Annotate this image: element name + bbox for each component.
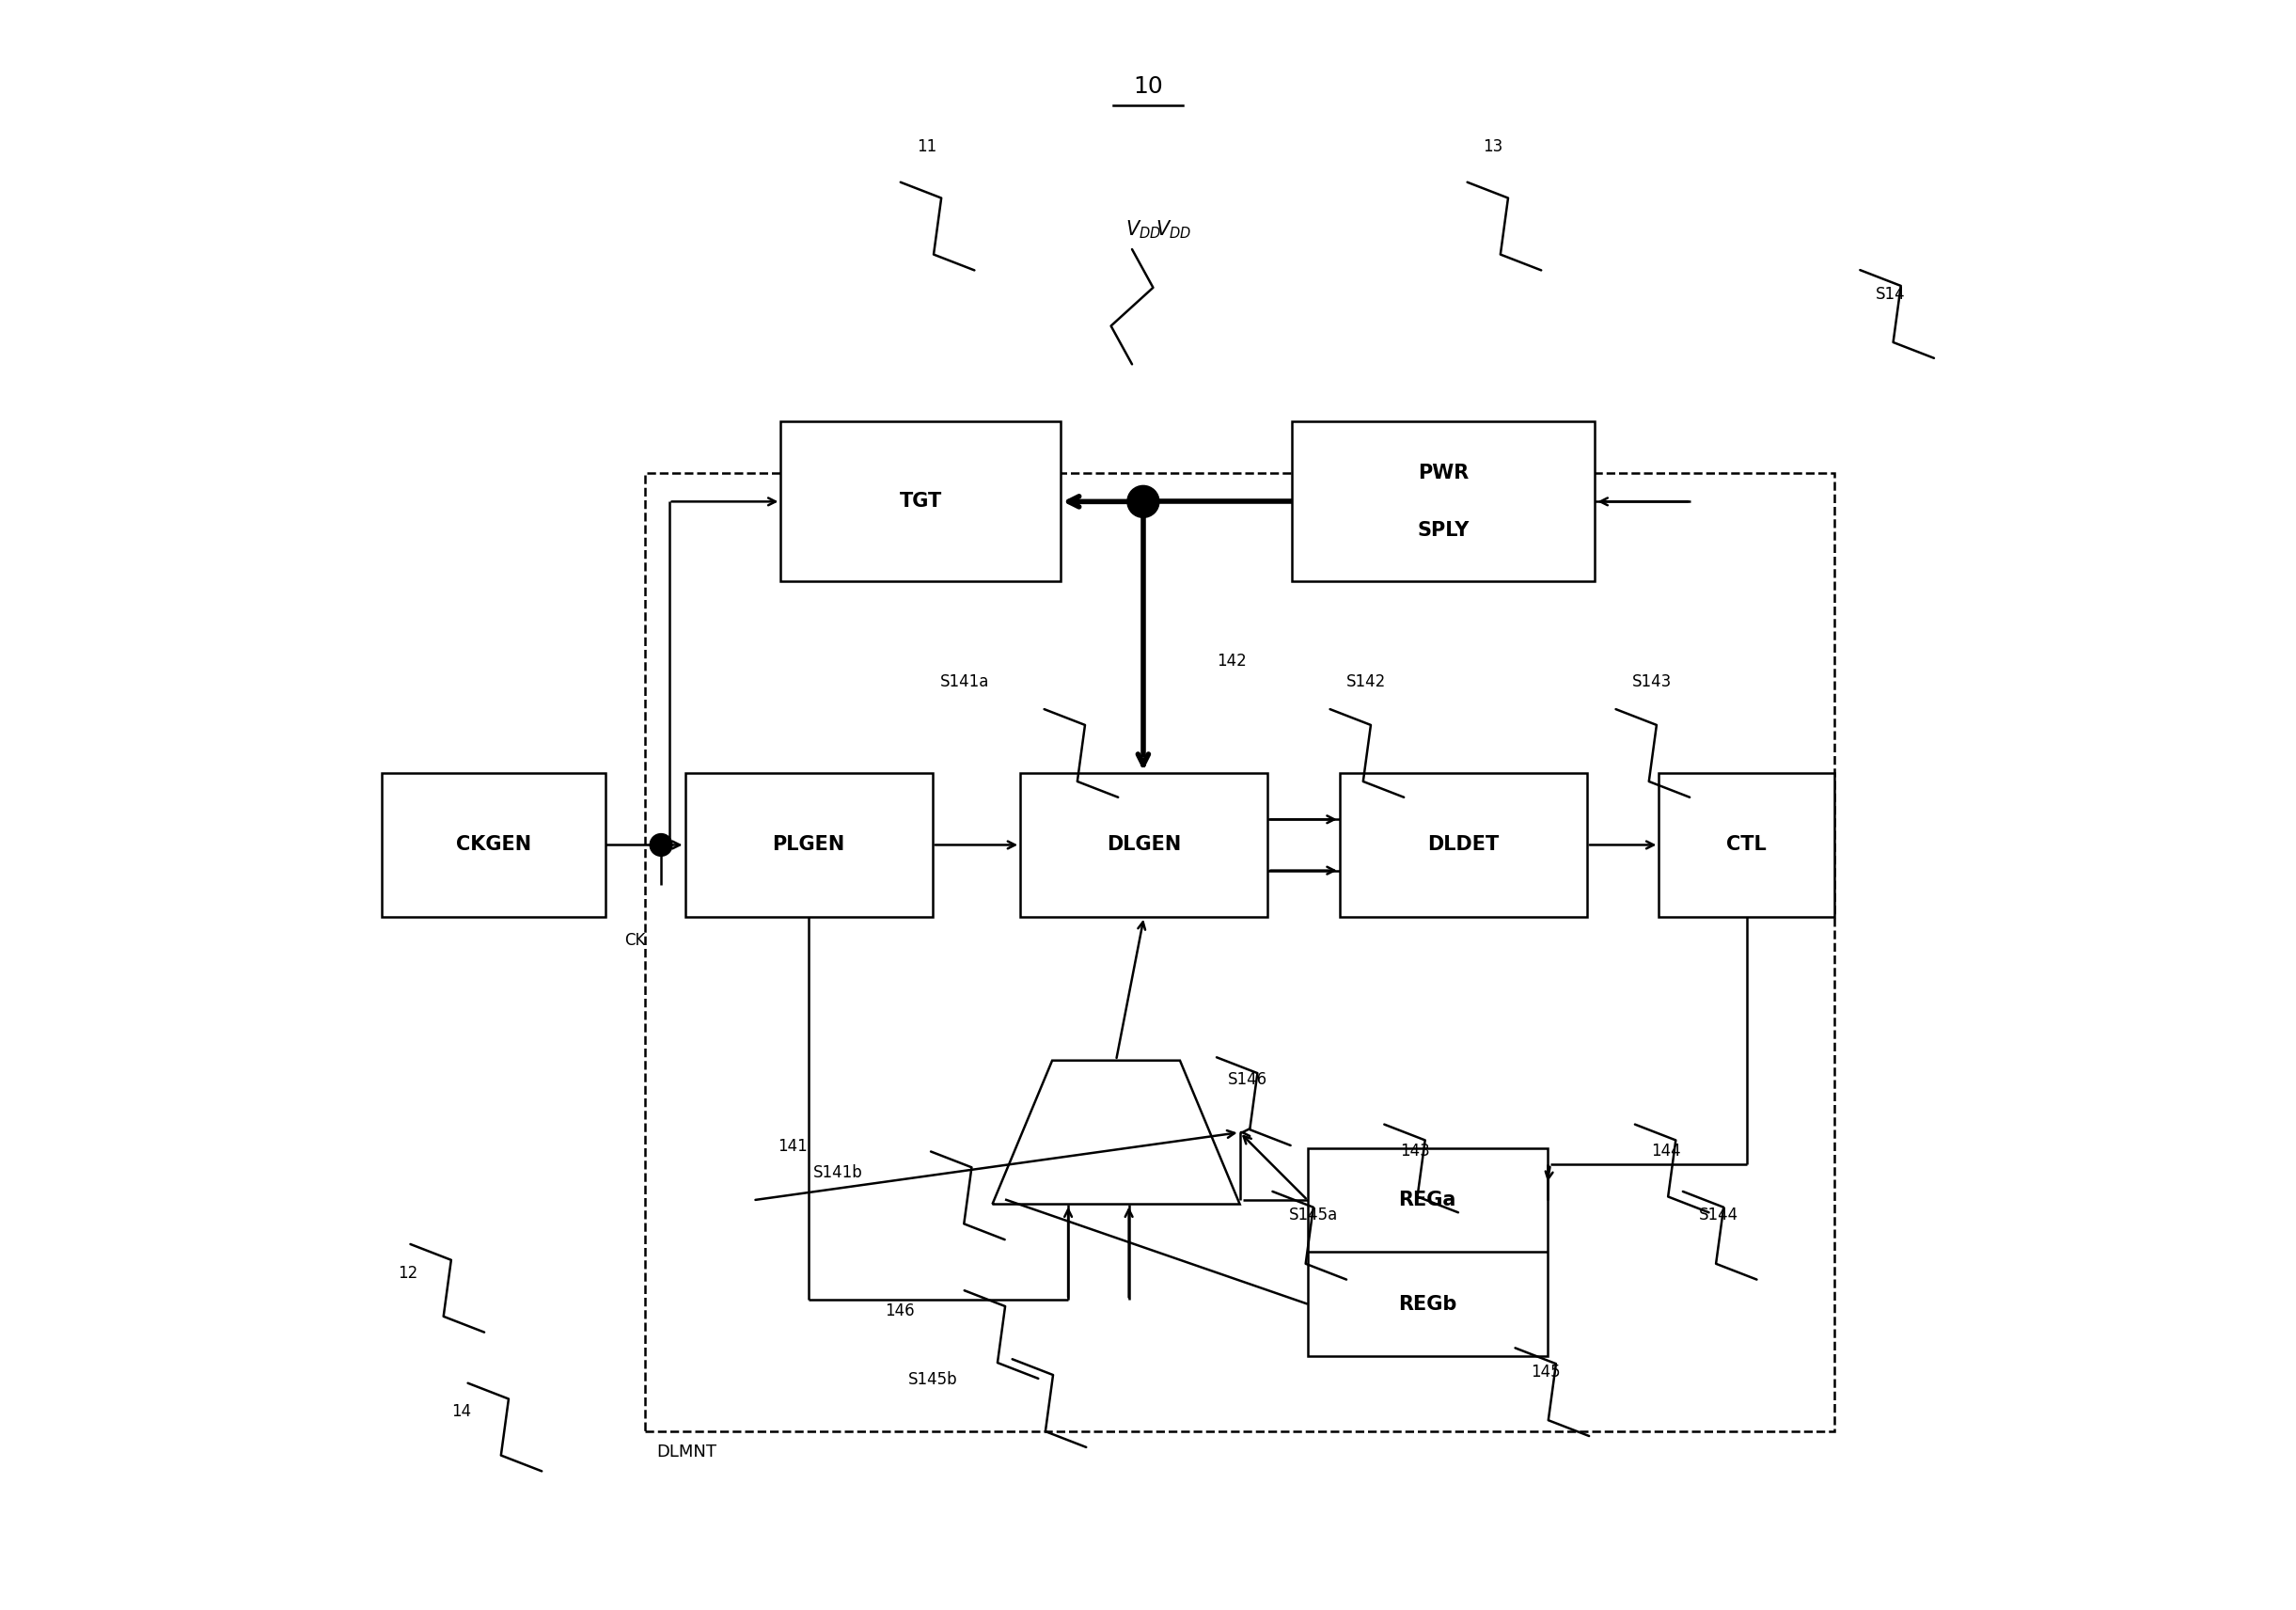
Text: S141b: S141b (813, 1164, 863, 1180)
Text: PLGEN: PLGEN (771, 836, 845, 855)
Text: DLGEN: DLGEN (1107, 836, 1180, 855)
Text: REGa: REGa (1398, 1191, 1456, 1209)
Text: REGb: REGb (1398, 1294, 1456, 1314)
Text: S144: S144 (1699, 1208, 1738, 1224)
Text: 141: 141 (778, 1138, 808, 1156)
Text: CKGEN: CKGEN (455, 836, 530, 855)
Bar (1660, 773, 1835, 916)
Text: 145: 145 (1531, 1364, 1561, 1380)
Bar (1339, 773, 1587, 916)
Polygon shape (992, 1061, 1240, 1204)
Bar (381, 773, 606, 916)
Text: DLMNT: DLMNT (657, 1444, 716, 1460)
Circle shape (650, 834, 673, 857)
Text: S141a: S141a (941, 673, 990, 691)
Text: DLDET: DLDET (1428, 836, 1499, 855)
Text: 14: 14 (452, 1404, 471, 1420)
Bar (645, 473, 1835, 1431)
Text: CTL: CTL (1727, 836, 1768, 855)
Bar (1309, 1148, 1548, 1356)
Text: S146: S146 (1228, 1071, 1267, 1088)
Text: S142: S142 (1345, 673, 1387, 691)
Text: 11: 11 (916, 138, 937, 156)
Text: 10: 10 (1132, 76, 1164, 98)
Bar (781, 422, 1061, 581)
Text: TGT: TGT (900, 493, 941, 510)
Text: CK: CK (625, 932, 645, 950)
Text: 143: 143 (1401, 1143, 1430, 1159)
Text: SPLY: SPLY (1417, 522, 1469, 539)
Circle shape (1127, 486, 1159, 517)
Text: 13: 13 (1483, 138, 1504, 156)
Text: 142: 142 (1217, 652, 1247, 670)
Text: S14: S14 (1876, 285, 1906, 303)
Text: S145a: S145a (1288, 1208, 1339, 1224)
Text: 144: 144 (1651, 1143, 1681, 1159)
Text: 146: 146 (884, 1302, 914, 1320)
Text: S145b: S145b (909, 1372, 957, 1388)
Bar (1293, 422, 1596, 581)
Text: $V_{DD}$: $V_{DD}$ (1125, 219, 1162, 242)
Text: 12: 12 (397, 1264, 418, 1282)
Text: S143: S143 (1632, 673, 1671, 691)
Text: PWR: PWR (1419, 464, 1469, 483)
Text: $V_{DD}$: $V_{DD}$ (1155, 219, 1192, 242)
Bar (684, 773, 932, 916)
Bar (1019, 773, 1267, 916)
